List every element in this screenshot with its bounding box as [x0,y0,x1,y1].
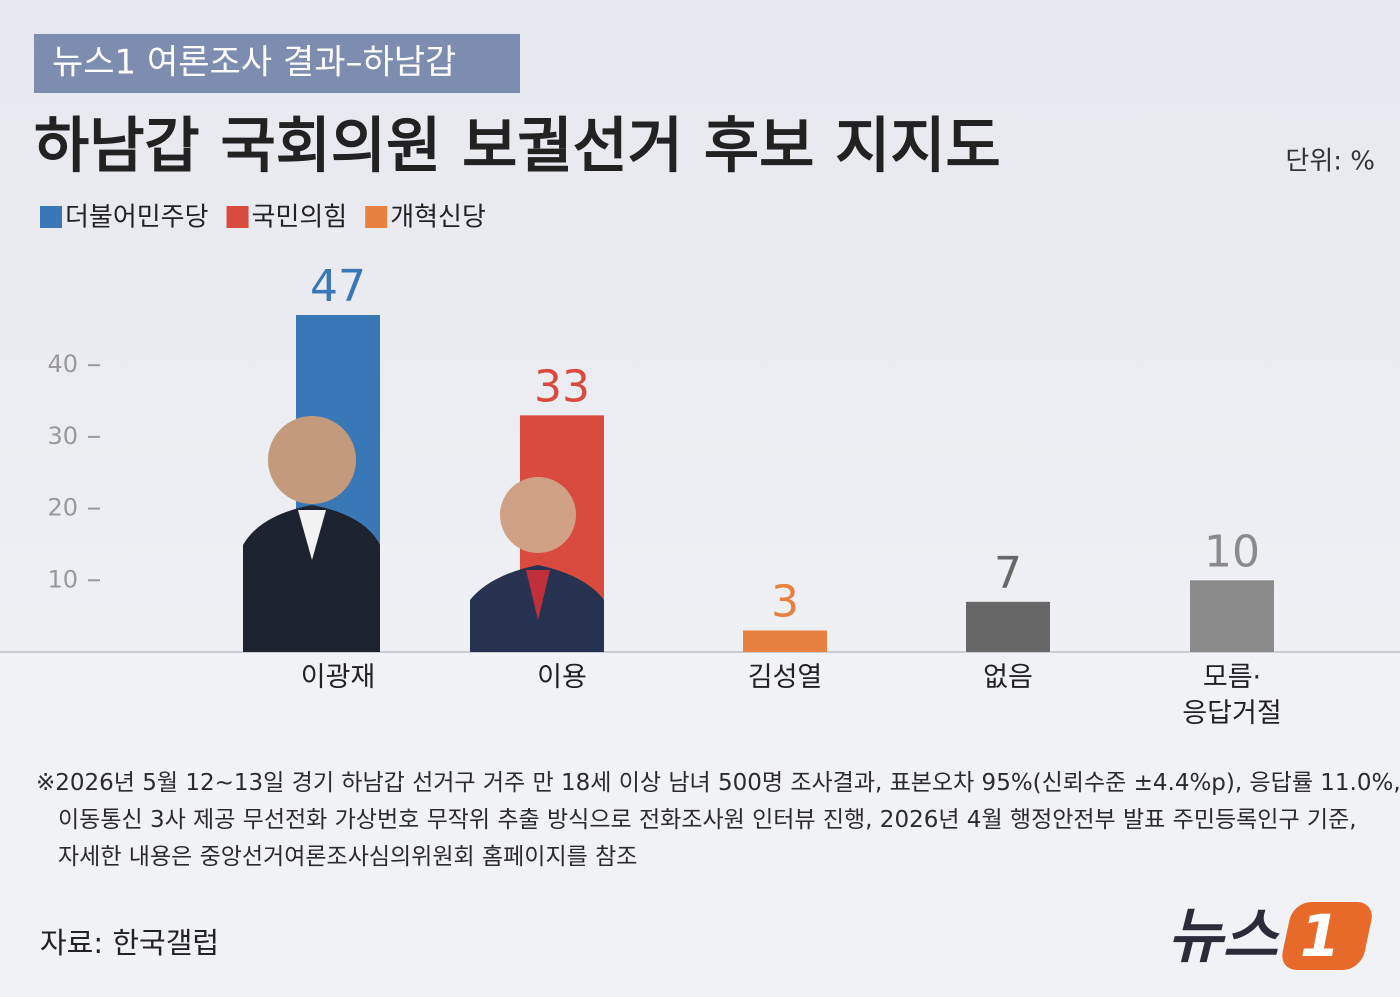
legend-swatch [365,206,388,228]
footnote-line: ※2026년 5월 12~13일 경기 하남갑 선거구 거주 만 18세 이상 … [36,770,1400,796]
value-label: 33 [534,361,590,412]
legend-label: 국민의힘 [252,203,348,233]
value-label: 3 [771,576,799,627]
y-tick-label: 40 [47,350,78,378]
footnote-line: 자세한 내용은 중앙선거여론조사심의위원회 홈페이지를 참조 [58,844,638,870]
value-label: 47 [310,261,366,312]
logo-box [1282,902,1372,970]
legend-label: 더불어민주당 [65,203,209,233]
logo-number: 1 [1300,902,1340,970]
legend-swatch [226,206,249,228]
photo-2 [470,477,604,652]
logo-text: 뉴스 [1168,902,1281,972]
tag-box [34,34,520,93]
photo-1 [243,416,380,652]
legend-swatch [40,206,62,228]
unit: 단위: % [1285,147,1375,177]
footnote: ※2026년 5월 12~13일 경기 하남갑 선거구 거주 만 18세 이상 … [36,765,1400,876]
tag: 뉴스1 여론조사 결과–하남갑 [52,43,456,83]
footnote-line: 이동통신 3사 제공 무선전화 가상번호 무작위 추출 방식으로 전화조사원 인… [58,807,1357,833]
bar [1190,580,1274,652]
bar [966,601,1050,652]
y-tick-label: 10 [47,565,78,593]
y-tick-label: 20 [47,494,78,522]
x-tick-label: 이용 [537,662,587,693]
chart-title: 하남갑 국회의원 보궐선거 후보 지지도 [34,112,1001,182]
y-tick-label: 30 [47,422,78,450]
x-tick-label: 이광재 [300,662,376,693]
bar [743,630,827,652]
source: 자료: 한국갤럽 [40,926,220,960]
x-tick-label: 없음 [983,662,1033,693]
value-label: 7 [994,548,1022,599]
x-tick-label: 모름· 응답거절 [1182,662,1282,729]
x-tick-label: 김성열 [747,662,823,693]
legend-label: 개혁신당 [390,203,486,233]
value-label: 10 [1204,526,1260,577]
lower-area [0,653,1400,997]
